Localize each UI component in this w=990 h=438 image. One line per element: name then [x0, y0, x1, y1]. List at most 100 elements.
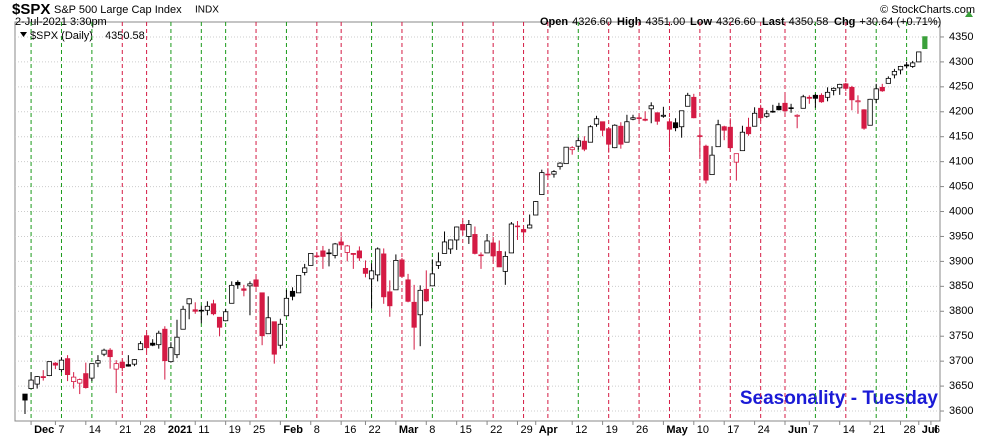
- x-tick-label: 10: [697, 424, 709, 436]
- candle-body: [879, 86, 885, 92]
- candle-body: [648, 105, 654, 110]
- quote: Open 4326.60 High 4351.00 Low 4326.60 Last 4350…: [540, 16, 941, 28]
- candle-body: [399, 259, 405, 277]
- candle-body: [843, 83, 849, 89]
- candle-body: [679, 110, 685, 128]
- quote-value: +30.64 (+0.71%): [859, 16, 941, 28]
- candle-body: [259, 292, 265, 337]
- candle-body: [581, 140, 587, 150]
- candle-body: [496, 251, 502, 268]
- y-tick-label: 3600: [949, 405, 973, 417]
- exchange: INDX: [195, 5, 219, 16]
- candle-body: [922, 36, 928, 50]
- candle-body: [295, 274, 302, 294]
- security-name: S&P 500 Large Cap Index: [54, 4, 182, 16]
- candle-body: [703, 145, 709, 181]
- x-tick-label: 21: [873, 424, 885, 436]
- candle-body: [52, 362, 59, 366]
- candle-body: [28, 379, 34, 389]
- candle-body: [387, 291, 393, 307]
- x-tick-label: Jun: [788, 424, 808, 436]
- candle-body: [891, 70, 898, 76]
- y-tick-label: 3650: [949, 380, 973, 392]
- x-tick-label: 24: [758, 424, 770, 436]
- x-tick-label: 7: [812, 424, 818, 436]
- candle-body: [411, 301, 417, 328]
- candle-body: [156, 332, 162, 346]
- quote-value: 4326.60: [572, 16, 612, 28]
- candle-body: [150, 342, 156, 346]
- candle-body: [800, 96, 806, 109]
- candle-body: [824, 91, 831, 98]
- legend-marker: [20, 32, 27, 37]
- candle-body: [721, 126, 727, 131]
- x-tick-label: 8: [429, 424, 435, 436]
- x-tick-label: 16: [344, 424, 356, 436]
- candle-body: [350, 253, 356, 255]
- copyright: © StockCharts.com: [880, 4, 975, 16]
- candles: [22, 36, 928, 415]
- candle-body: [514, 225, 521, 228]
- candle-body: [64, 358, 71, 376]
- y-tick-label: 4000: [949, 205, 973, 217]
- candle-body: [715, 124, 721, 148]
- candle-body: [490, 242, 496, 257]
- timestamp: 2-Jul-2021 3:30pm: [15, 16, 107, 28]
- candle-body: [22, 393, 28, 401]
- candle-body: [691, 96, 697, 119]
- candle-body: [174, 336, 180, 356]
- x-tick-label: May: [666, 424, 688, 436]
- grid: 3600 3650 3700 3750 3800 3850 3900 3950 4000 4050…: [15, 31, 973, 436]
- y-tick-label: 3900: [949, 255, 973, 267]
- candle-body: [745, 126, 752, 135]
- x-tick-label: 14: [843, 424, 855, 436]
- candle-body: [125, 364, 131, 367]
- candle-body: [368, 270, 375, 280]
- annotation: Seasonality - Tuesday: [740, 388, 939, 409]
- candle-body: [837, 83, 843, 89]
- y-tick-label: 4300: [949, 56, 973, 68]
- candle-body: [277, 323, 283, 346]
- candle-body: [472, 234, 478, 254]
- quote-label: Low: [690, 16, 712, 28]
- candle-body: [362, 267, 369, 274]
- candle-body: [752, 112, 758, 127]
- quote-label: Open: [540, 16, 568, 28]
- candle-body: [697, 135, 703, 137]
- candle-body: [253, 279, 259, 287]
- change-arrow: [965, 11, 973, 17]
- candle-body: [733, 153, 739, 163]
- candle-body: [429, 273, 435, 287]
- candle-body: [776, 105, 782, 111]
- candle-body: [557, 162, 563, 168]
- candle-body: [241, 288, 247, 291]
- candle-body: [265, 317, 271, 335]
- candle-body: [606, 128, 612, 145]
- candle-body: [770, 110, 776, 113]
- x-tick-label: 22: [368, 424, 380, 436]
- y-tick-label: 3700: [949, 355, 973, 367]
- candle-body: [727, 126, 733, 149]
- candle-body: [119, 361, 125, 369]
- x-tick-label: 25: [253, 424, 265, 436]
- candle-body: [587, 126, 594, 143]
- quote-label: Last: [762, 16, 785, 28]
- candle-body: [527, 224, 533, 229]
- x-tick-label: 28: [144, 424, 156, 436]
- candle-body: [405, 279, 411, 302]
- candle-body: [332, 243, 338, 256]
- candle-body: [916, 51, 922, 63]
- legend-name: $SPX (Daily): [30, 30, 93, 42]
- y-tick-label: 4050: [949, 180, 973, 192]
- candle-body: [569, 147, 575, 151]
- candle-body: [910, 62, 916, 67]
- quote-value: 4350.58: [789, 16, 829, 28]
- candle-body: [180, 308, 186, 330]
- candle-body: [794, 114, 800, 117]
- x-tick-label: 14: [89, 424, 101, 436]
- x-tick-label: Apr: [539, 424, 559, 436]
- candle-body: [861, 109, 867, 129]
- y-tick-label: 4200: [949, 106, 973, 118]
